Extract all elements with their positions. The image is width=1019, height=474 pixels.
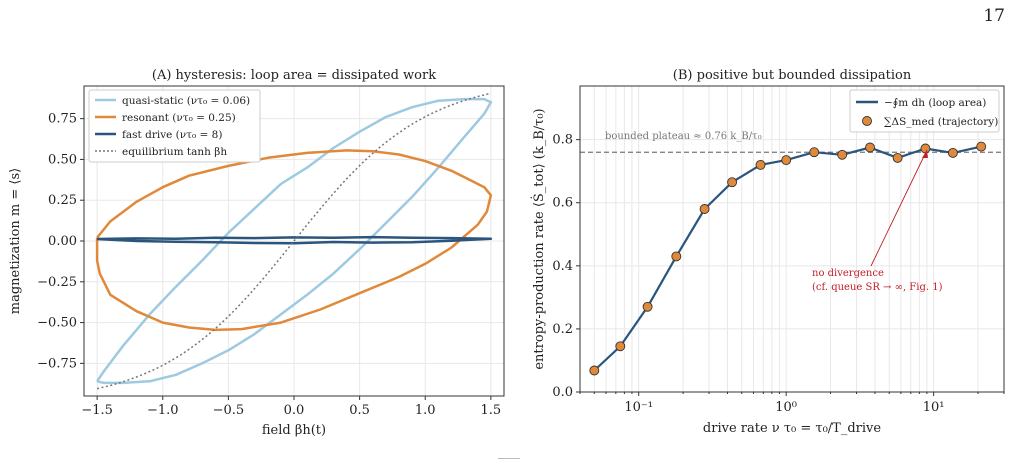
y-tick-label: −0.50 [37,316,77,331]
y-tick-label: 0.50 [48,152,77,167]
legend-label-fast-drive: fast drive (ντ₀ = 8) [122,129,222,141]
y-tick-label: −0.25 [37,275,77,290]
trajectory-point [727,177,738,188]
x-tick-label: 10¹ [923,400,945,415]
annotation-line-2: (cf. queue SR → ∞, Fig. 1) [812,282,943,293]
trajectory-point [947,147,958,158]
panel-a-title: (A) hysteresis: loop area = dissipated w… [152,68,436,83]
resonant-loop [95,149,493,332]
trajectory-point [920,143,931,154]
y-tick-label: 0.25 [48,193,77,208]
panel-b-legend: −∮m dh (loop area) ∑ΔS_med (trajectory) [849,89,1000,133]
panel-a-curves [95,92,493,390]
panel-a-xlabel: field βh(t) [262,423,326,438]
panel-b-curves [589,141,987,376]
y-tick-label: 0.8 [552,133,573,148]
footer-mark [498,458,520,465]
legend-label-quasi-static: quasi-static (ντ₀ = 0.06) [122,95,250,107]
panel-b-frame [579,85,1005,393]
x-tick-label: 10⁰ [775,400,797,415]
trajectory-point [809,147,820,158]
trajectory-point [892,152,903,163]
panel-b-xlabel: drive rate ν τ₀ = τ₀/T_drive [703,421,881,436]
x-tick-label: −0.5 [213,403,245,418]
trajectory-point [615,341,626,352]
plateau-label: bounded plateau ≈ 0.76 k_B/τ₀ [605,131,762,142]
panel-a-ylabel: magnetization m = ⟨s⟩ [8,168,23,314]
trajectory-point [642,301,653,312]
equilibrium-curve [96,92,492,390]
annotation-line-1: no divergence [812,268,884,279]
panel-a-hysteresis: (A) hysteresis: loop area = dissipated w… [8,68,505,438]
trajectory-point [837,149,848,160]
x-tick-label: 1.0 [415,403,436,418]
y-tick-label: 0.6 [552,196,573,211]
trajectory-point [781,155,792,166]
legend-label-resonant: resonant (ντ₀ = 0.25) [122,112,236,124]
panel-a-legend: quasi-static (ντ₀ = 0.06) resonant (ντ₀ … [88,89,261,163]
y-tick-label: −0.75 [37,356,77,371]
x-tick-label: −1.5 [81,403,113,418]
trajectory-point [671,251,682,262]
panel-a-ticks: −1.5 −1.0 −0.5 0.0 0.5 1.0 1.5 −0.75 −0.50 −0.25 0… [37,112,501,418]
panel-b-ylabel: entropy-production rate ⟨Ṡ_tot⟩ (k_B/τ₀) [530,108,547,369]
annotation-arrow [870,149,928,267]
legend-label-trajectory: ∑ΔS_med (trajectory) [884,116,998,128]
page-number: 17 [983,6,1005,26]
loop-area-line [593,145,982,372]
divergence-annotation: no divergence (cf. queue SR → ∞, Fig. 1) [812,149,943,293]
trajectory-point [976,141,987,152]
fast-drive-loop [97,235,493,245]
trajectory-point [589,365,600,376]
x-tick-label: 1.5 [481,403,502,418]
annotation-arrow-head [922,150,928,158]
x-tick-label: −1.0 [147,403,179,418]
y-tick-label: 0.4 [552,259,573,274]
y-tick-label: 0.75 [48,112,77,127]
y-tick-label: 0.2 [552,322,573,337]
trajectory-point [865,142,875,153]
panel-b-title: (B) positive but bounded dissipation [673,68,912,83]
legend-swatch-trajectory [862,116,872,126]
legend-label-equilibrium: equilibrium tanh βh [122,146,227,158]
y-tick-label: 0.00 [48,234,77,249]
y-tick-label: 0.0 [552,385,573,400]
trajectory-point [699,204,710,214]
x-tick-label: 0.5 [349,403,370,418]
panel-b-ticks: 10⁻¹ 10⁰ 10¹ 0.0 0.2 0.4 0.6 0.8 [552,133,1005,415]
x-tick-label: 10⁻¹ [624,400,653,415]
legend-label-loop-area: −∮m dh (loop area) [884,97,986,109]
x-tick-label: 0.0 [284,403,305,418]
trajectory-point [755,159,766,170]
panel-b-dissipation: (B) positive but bounded dissipation bou… [530,68,1005,436]
